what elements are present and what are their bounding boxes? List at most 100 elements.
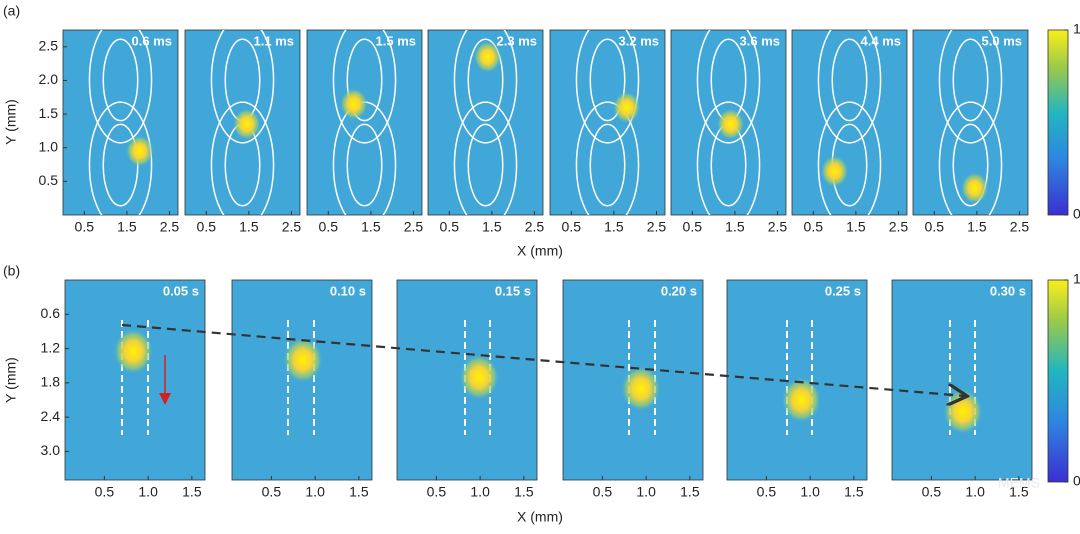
signal-spot	[716, 108, 745, 141]
figure-eight-outline	[817, 30, 882, 144]
frame: 4.4 ms 0.5 1.5 2.5	[791, 29, 909, 235]
x-axis-label: X (mm)	[517, 509, 563, 525]
x-tick-label: 0.5	[562, 219, 582, 235]
signal-spot	[282, 337, 323, 383]
signal-spot	[232, 108, 261, 141]
frame: 3.6 ms 0.5 1.5 2.5	[670, 29, 788, 235]
x-tick-label: 2.5	[282, 219, 302, 235]
frame: 0.25 s 0.5 1.0 1.5	[726, 279, 868, 500]
time-label: 4.4 ms	[861, 33, 901, 48]
colorbar-tick-label: 0	[1073, 206, 1080, 222]
x-tick-label: 0.5	[319, 219, 339, 235]
figure-eight-outline	[467, 38, 504, 122]
frame-background	[306, 29, 423, 216]
x-tick-label: 1.5	[482, 219, 502, 235]
y-tick-label: 1.0	[39, 138, 59, 154]
figure-eight-outline	[575, 30, 640, 144]
signal-spot	[960, 171, 989, 205]
figure-eight-outline	[467, 123, 504, 207]
frame-content	[938, 30, 1003, 215]
x-tick-label: 1.0	[470, 484, 490, 500]
x-tick-label: 0.5	[922, 484, 942, 500]
frame: 5.0 ms 0.5 1.5 2.5	[912, 29, 1029, 235]
x-tick-label: 1.5	[514, 484, 534, 500]
x-tick-label: 0.5	[925, 219, 945, 235]
frame-content	[113, 320, 154, 435]
y-axis-label: Y (mm)	[3, 357, 19, 403]
frame-content	[817, 30, 882, 215]
figure-eight-outline	[332, 30, 397, 144]
figure-eight-outline	[952, 38, 989, 122]
x-tick-label: 0.5	[197, 219, 217, 235]
frame-background	[791, 29, 908, 216]
figure-eight-outline	[589, 123, 626, 207]
frame-background	[64, 279, 206, 481]
signal-spot	[125, 134, 154, 168]
figure-eight-outline	[210, 30, 275, 144]
colorbar	[1047, 279, 1069, 483]
frame-content	[781, 320, 822, 435]
signal-spot	[339, 87, 368, 121]
frame: 0.20 s 0.5 1.0 1.5	[562, 279, 704, 500]
time-label: 0.15 s	[495, 283, 531, 298]
signal-spot	[820, 155, 849, 188]
time-label: 3.2 ms	[619, 33, 659, 48]
signal-spot	[612, 91, 641, 124]
time-label: 1.5 ms	[376, 33, 416, 48]
figure-eight-outline	[938, 30, 1003, 144]
x-tick-label: 1.5	[239, 219, 259, 235]
x-tick-label: 1.0	[636, 484, 656, 500]
frame-content	[620, 320, 661, 435]
figure-eight-outline	[696, 30, 761, 144]
x-tick-label: 1.5	[604, 219, 624, 235]
y-tick-label: 1.8	[41, 374, 61, 390]
x-tick-label: 0.5	[804, 219, 824, 235]
frame-content	[88, 30, 154, 215]
x-tick-label: 2.5	[889, 219, 909, 235]
x-tick-label: 2.5	[525, 219, 545, 235]
figure-eight-outline	[210, 101, 275, 215]
frame: 0.10 s 0.5 1.0 1.5	[231, 279, 373, 500]
signal-spot	[473, 40, 502, 74]
time-label: 0.6 ms	[132, 33, 172, 48]
y-tick-label: 3.0	[41, 442, 61, 458]
frame: 0.15 s 0.5 1.0 1.5	[396, 279, 538, 500]
signal-spot	[113, 328, 154, 375]
figure-eight-outline	[817, 101, 882, 215]
x-tick-label: 2.5	[768, 219, 788, 235]
signal-spot	[620, 365, 661, 412]
colorbar-tick-label: 0	[1073, 473, 1080, 489]
figure-eight-outline	[696, 101, 761, 215]
frame-content	[332, 30, 397, 215]
x-tick-label: 1.5	[846, 219, 866, 235]
panel-label: (b)	[3, 263, 20, 279]
x-tick-label: 2.5	[647, 219, 667, 235]
y-tick-label: 2.4	[41, 408, 61, 424]
frame-content	[282, 320, 323, 435]
panel-label: (a)	[3, 3, 20, 19]
x-tick-label: 0.5	[427, 484, 447, 500]
x-tick-label: 1.0	[965, 484, 985, 500]
figure-eight-outline	[453, 30, 518, 144]
y-axis-label: Y (mm)	[3, 99, 19, 145]
figure-eight-outline	[589, 38, 626, 122]
colorbar-tick-label: 1	[1073, 271, 1080, 287]
y-tick-label: 2.5	[39, 38, 59, 54]
trajectory-arrow	[121, 323, 965, 396]
y-tick-label: 0.5	[39, 172, 59, 188]
frame-content	[696, 30, 761, 215]
frame-content	[210, 30, 275, 215]
figure-eight-outline	[938, 101, 1003, 215]
x-tick-label: 0.5	[593, 484, 613, 500]
frame-background	[891, 279, 1033, 481]
x-tick-label: 0.5	[757, 484, 777, 500]
x-tick-label: 1.0	[800, 484, 820, 500]
figure-eight-outline	[88, 30, 153, 144]
time-label: 0.10 s	[330, 283, 366, 298]
x-tick-label: 1.5	[117, 219, 137, 235]
frame: 0.30 s 0.5 1.0 1.5	[891, 279, 1033, 500]
time-label: 2.3 ms	[497, 33, 537, 48]
x-tick-label: 1.5	[1009, 484, 1029, 500]
frame: 0.05 s 0.5 1.0 1.5 0.6 1.2 1.8 2.4 3.0	[41, 279, 206, 500]
figure-eight-outline	[831, 38, 868, 122]
